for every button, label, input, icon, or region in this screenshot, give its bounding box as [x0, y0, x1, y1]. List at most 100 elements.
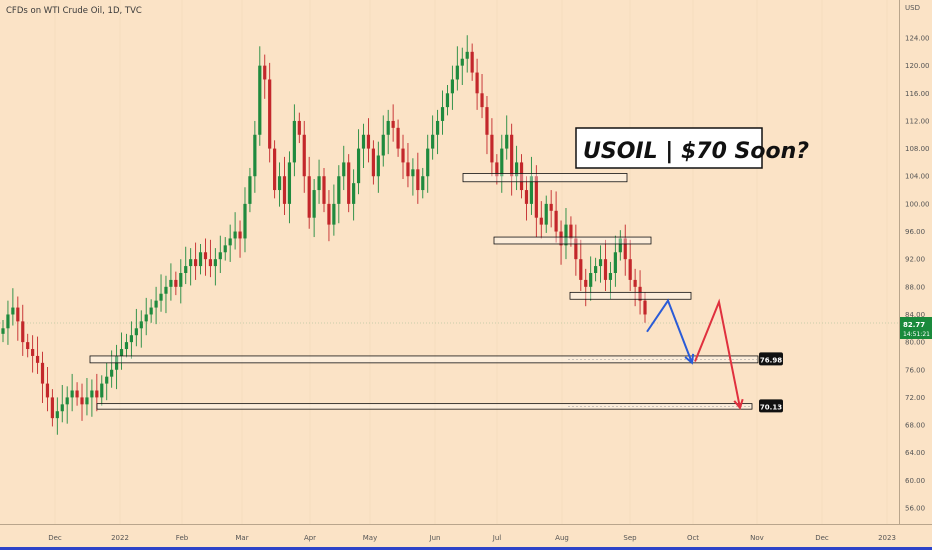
candle-body: [381, 134, 385, 156]
candle-body: [519, 162, 524, 191]
candle-body: [411, 169, 415, 177]
candle-body: [426, 148, 430, 177]
candle-body: [70, 390, 74, 398]
candle-body: [40, 362, 45, 384]
candle-body: [584, 279, 588, 287]
candle-body: [21, 321, 25, 343]
y-tick-label: 116.00: [905, 90, 930, 98]
candle-body: [55, 411, 59, 419]
y-tick-label: 92.00: [905, 256, 925, 264]
candle-body: [85, 397, 89, 405]
candle-body: [248, 176, 252, 204]
candle-body: [223, 245, 227, 253]
candle-body: [263, 65, 267, 80]
chart-title: CFDs on WTI Crude Oil, 1D, TVC: [6, 6, 142, 16]
y-tick-label: 60.00: [905, 477, 925, 485]
candle-body: [421, 176, 425, 191]
y-tick-label: 64.00: [905, 449, 925, 457]
headline-text: USOIL | $70 Soon?: [583, 139, 809, 164]
candle-body: [480, 93, 484, 108]
candle-body: [154, 300, 158, 308]
zone-box: [569, 291, 692, 300]
candle-body: [574, 238, 578, 260]
candle-body: [253, 134, 257, 177]
candle-body: [440, 107, 445, 121]
candle-body: [524, 190, 529, 204]
projection-paths: [646, 298, 744, 410]
candle-body: [134, 328, 138, 336]
candle-body: [529, 176, 534, 204]
candle-body: [238, 231, 242, 239]
y-axis: 56.00 60.00 64.00 68.00 72.00 76.00 80.00 84.00…: [905, 35, 930, 513]
candle-body: [11, 307, 15, 315]
bottom-border: [0, 547, 932, 550]
candle-body: [124, 342, 129, 350]
candle-body: [618, 238, 622, 253]
candle-body: [273, 148, 277, 191]
candle-body: [50, 397, 54, 419]
y-tick-label: 72.00: [905, 394, 925, 402]
candle-body: [75, 390, 79, 398]
candle-body: [327, 203, 331, 225]
zone-label-bg: [759, 352, 783, 366]
x-tick-label: May: [363, 534, 377, 542]
time-axis-separator: [0, 524, 932, 525]
candle-body: [208, 259, 213, 267]
current-price-countdown: 14:51:21: [903, 331, 930, 338]
candle-body: [332, 203, 336, 225]
y-tick-label: 120.00: [905, 62, 930, 70]
candle-body: [258, 65, 262, 135]
candle-body: [203, 252, 208, 260]
x-tick-label: Oct: [687, 534, 699, 542]
x-tick-label: Apr: [304, 534, 316, 542]
x-axis: Dec 2022 Feb Mar Apr May Jun Jul Aug Sep Oct Nov Dec…: [48, 534, 896, 542]
zone-label-bg: [759, 399, 783, 413]
y-tick-label: 56.00: [905, 505, 925, 513]
candle-body: [633, 279, 637, 287]
candle-body: [184, 266, 188, 273]
x-tick-label: Dec: [815, 534, 829, 542]
y-tick-label: 80.00: [905, 339, 925, 347]
grid: [54, 0, 888, 524]
candle-body: [396, 127, 400, 149]
candle-body: [35, 355, 40, 363]
candle-body: [100, 383, 104, 398]
candle-body: [218, 252, 222, 260]
candle-body: [169, 279, 173, 287]
candle-body: [445, 93, 450, 108]
y-tick-label: 124.00: [905, 35, 930, 43]
candle-body: [371, 148, 375, 177]
candle-body: [643, 300, 647, 315]
candle-body: [356, 148, 361, 184]
x-tick-label: 2022: [111, 534, 129, 542]
y-tick-label: 112.00: [905, 117, 930, 125]
candle-body: [559, 231, 563, 246]
price-axis-separator: [899, 0, 900, 524]
zone-box: [462, 173, 628, 183]
candle-body: [598, 259, 603, 267]
candle-body: [470, 51, 474, 73]
candle-body: [515, 162, 519, 177]
candle-body: [623, 238, 627, 260]
candle-body: [485, 107, 489, 135]
projection-arrowhead-blue: [684, 353, 695, 365]
candle-body: [110, 369, 114, 377]
candle-body: [60, 404, 64, 412]
candle-body: [638, 286, 642, 301]
y-tick-label: 88.00: [905, 283, 925, 291]
candle-body: [347, 162, 351, 204]
candle-body: [307, 176, 311, 218]
projection-line-red: [694, 298, 741, 408]
candle-body: [292, 120, 296, 163]
x-tick-label: Dec: [48, 534, 62, 542]
candle-body: [282, 176, 287, 204]
candle-body: [431, 134, 435, 149]
candle-body: [495, 162, 499, 177]
zone-box: [493, 236, 652, 245]
currency-label: USD: [905, 4, 920, 12]
x-tick-label: Sep: [623, 534, 637, 542]
candle-body: [589, 273, 593, 287]
candle-body: [1, 328, 5, 334]
